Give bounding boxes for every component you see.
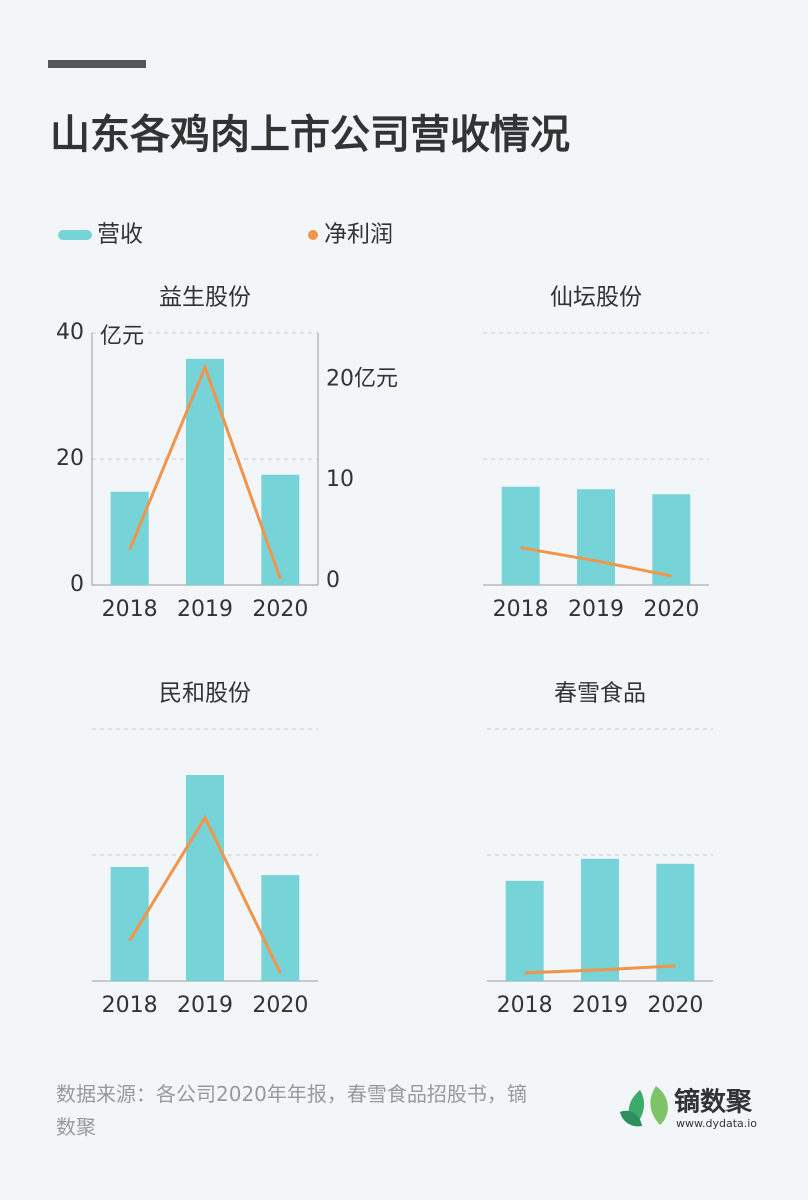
legend-swatch — [308, 230, 318, 240]
bar — [186, 358, 224, 585]
bar — [501, 486, 540, 585]
bar — [110, 866, 149, 981]
x-tick-label: 2019 — [177, 993, 233, 1018]
bar — [261, 474, 300, 585]
x-tick-label: 2019 — [568, 597, 624, 622]
legend-label: 营收 — [97, 222, 143, 248]
chart-title: 民和股份 — [159, 681, 251, 707]
page-title: 山东各鸡肉上市公司营收情况 — [50, 112, 570, 158]
y2-tick-label: 20亿元 — [326, 366, 398, 391]
line — [128, 363, 282, 580]
title-bar — [48, 60, 146, 68]
chart-title: 春雪食品 — [554, 681, 646, 707]
bar — [110, 491, 149, 585]
legend-label: 净利润 — [324, 222, 393, 248]
y2-tick-label: 10 — [326, 467, 354, 492]
bar — [261, 875, 300, 981]
bar — [652, 494, 691, 585]
y-axis-label: 亿元 — [100, 324, 144, 349]
x-tick-label: 2018 — [102, 597, 158, 622]
y-tick-label: 40 — [56, 320, 84, 345]
line — [524, 964, 676, 975]
logo-icon — [620, 1086, 668, 1127]
x-tick-label: 2020 — [252, 993, 308, 1018]
x-tick-label: 2020 — [647, 993, 703, 1018]
bar — [505, 880, 544, 981]
chart-title: 益生股份 — [159, 285, 251, 311]
x-tick-label: 2019 — [177, 597, 233, 622]
chart-title: 仙坛股份 — [550, 285, 642, 311]
logo-name: 镝数聚 — [674, 1087, 753, 1118]
line — [128, 814, 282, 974]
y-tick-label: 20 — [56, 446, 84, 471]
line — [520, 546, 672, 578]
y-tick-label: 0 — [70, 572, 84, 597]
source-note: 数据来源：各公司2020年年报，春雪食品招股书，镝数聚 — [56, 1082, 527, 1139]
bar — [577, 489, 615, 585]
bar — [656, 863, 695, 981]
x-tick-label: 2020 — [643, 597, 699, 622]
x-tick-label: 2020 — [252, 597, 308, 622]
x-tick-label: 2018 — [102, 993, 158, 1018]
bar — [186, 774, 224, 981]
bar — [581, 858, 619, 981]
legend-swatch — [58, 230, 92, 240]
x-tick-label: 2018 — [497, 993, 553, 1018]
x-tick-label: 2019 — [572, 993, 628, 1018]
logo-url: www.dydata.io — [676, 1117, 757, 1130]
x-tick-label: 2018 — [493, 597, 549, 622]
y2-tick-label: 0 — [326, 568, 340, 593]
